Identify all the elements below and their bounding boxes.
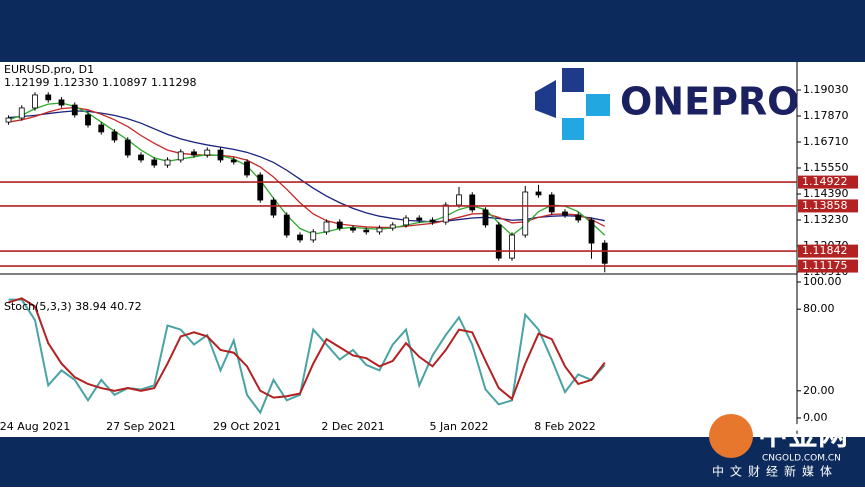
level-label-box [798,175,858,189]
candle-body [124,139,131,156]
level-label: 1.11842 [802,244,848,257]
candle-body [71,104,78,116]
watermark: 中金网 CNGOLD.COM.CN 中文财经新媒体 [709,414,848,479]
candle-body [548,194,555,213]
moving-average [8,110,605,223]
candle-body [138,154,144,161]
watermark-name: 中金网 [758,418,848,453]
candle-body [257,174,264,201]
candle-body [442,204,449,223]
logo-mark [586,94,610,116]
indicator-title: Stoch(5,3,3) 38.94 40.72 [4,300,142,313]
logo-text: ONEPRO [620,80,799,124]
candle-body [588,219,595,244]
candle-body [336,221,343,229]
y-tick-label: 80.00 [803,302,835,315]
x-tick-label: 8 Feb 2022 [534,420,595,433]
candle-body [310,231,317,241]
logo: ONEPRO [535,68,799,140]
x-tick-label: 24 Aug 2021 [0,420,70,433]
watermark-tagline: 中文财经新媒体 [712,464,838,479]
watermark-domain: CNGOLD.COM.CN [762,454,841,464]
y-tick-label: 1.19030 [803,83,849,96]
candle-body [601,242,608,264]
y-tick-label: 1.13230 [803,213,849,226]
level-label-box [798,199,858,213]
candle-body [270,199,277,216]
plot-layer: 1.19030 1.17870 1.16710 1.15550 1.14390 1.132… [0,83,858,433]
candle-body [350,227,356,231]
candle-body [204,149,211,156]
candle-body [164,159,171,166]
watermark-icon [709,414,753,458]
candle-body [562,211,568,216]
candle-body [5,117,12,123]
y-tick-label: 0.00 [803,411,828,424]
candle-body [217,149,224,161]
y-tick-label: 1.17870 [803,109,849,122]
y-tick-label: 100.00 [803,275,842,288]
moving-average [8,102,606,237]
candle-body [230,159,237,163]
candle-body [429,219,436,223]
candle-body [111,131,118,141]
y-tick-label: 1.15550 [803,161,849,174]
candle-body [45,94,52,101]
x-tick-label: 29 Oct 2021 [213,420,281,433]
candle-body [522,191,529,236]
candle-body [283,214,290,236]
indicator-line [8,298,606,415]
candle-body [18,107,25,119]
logo-mark [535,80,556,118]
candle-body [58,99,65,106]
candle-body [403,217,409,226]
candle-body [575,214,582,221]
candle-body [32,94,38,109]
candle-body [416,217,423,221]
candle-body [191,151,197,156]
candle-body [535,191,542,196]
candle-body [177,151,184,161]
y-tick-label: 20.00 [803,384,835,397]
candle-body [151,159,158,166]
y-tick-label: 1.16710 [803,135,849,148]
level-label: 1.14922 [802,175,848,188]
candle-body [509,234,515,259]
candle-body [469,194,476,211]
candle-body [495,224,502,259]
candle-body [389,224,396,229]
x-tick-label: 2 Dec 2021 [321,420,384,433]
logo-mark [562,68,584,92]
x-tick-label: 5 Jan 2022 [430,420,489,433]
moving-average [8,106,606,229]
candle-body [244,161,250,176]
level-label: 1.13858 [802,199,848,212]
logo-mark [562,118,584,140]
level-label-box [798,259,858,273]
candle-body [482,209,489,226]
candle-body [456,194,462,206]
level-label-box [798,244,858,258]
candle-body [85,114,91,126]
chart-subtitle: 1.12199 1.12330 1.10897 1.11298 [4,76,196,89]
candle-body [376,227,383,233]
candle-body [98,124,105,133]
top-bar [0,0,865,62]
candle-body [297,234,303,241]
chart-title: EURUSD.pro, D1 [4,63,94,76]
y-tick-label: 1.14390 [803,187,849,200]
level-label: 1.11175 [802,259,848,272]
candle-body [323,221,330,233]
candle-body [363,229,370,233]
x-tick-label: 27 Sep 2021 [106,420,176,433]
indicator-line [8,297,606,401]
